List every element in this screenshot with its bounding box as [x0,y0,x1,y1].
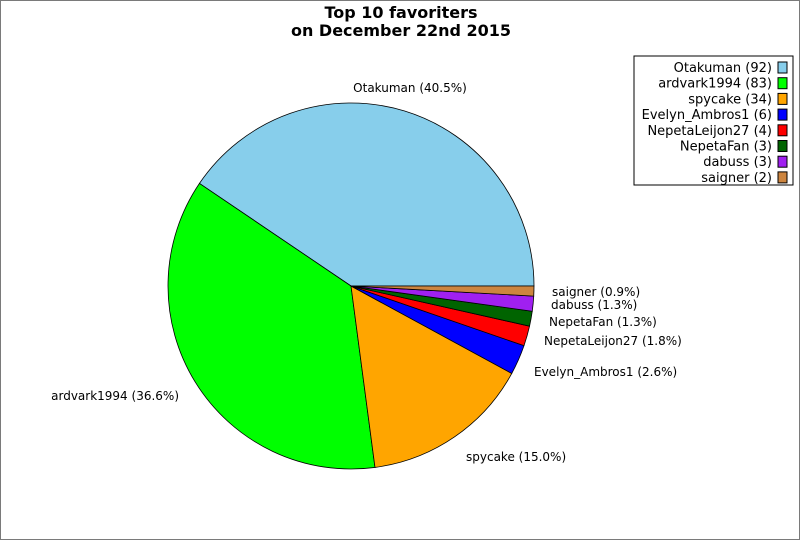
legend-swatch-nepetaleijon27 [777,124,788,137]
legend-swatch-spycake [777,92,788,105]
legend: Otakuman (92)ardvark1994 (83)spycake (34… [633,55,794,186]
slice-label-saigner: saigner (0.9%) [552,285,640,299]
slice-label-spycake: spycake (15.0%) [466,450,566,464]
chart-title-line-1: Top 10 favoriters [324,3,477,22]
legend-label-nepetaleijon27: NepetaLeijon27 (4) [647,124,772,139]
legend-swatch-saigner [777,171,788,184]
slice-label-evelyn-ambros1: Evelyn_Ambros1 (2.6%) [534,365,677,379]
legend-label-ardvark1994: ardvark1994 (83) [658,77,772,92]
slice-label-dabuss: dabuss (1.3%) [551,298,637,312]
legend-label-dabuss: dabuss (3) [703,155,772,170]
slice-label-nepetaleijon27: NepetaLeijon27 (1.8%) [544,334,682,348]
pie-slice-saigner [350,285,535,297]
pie-labels: Otakuman (40.5%) ardvark1994 (36.6%) spyca… [51,81,682,464]
chart-title-line-2: on December 22nd 2015 [291,21,511,40]
legend-label-nepetafan: NepetaFan (3) [680,140,772,155]
legend-swatch-ardvark1994 [777,77,788,90]
legend-label-spycake: spycake (34) [688,92,772,107]
legend-swatch-dabuss [777,155,788,168]
legend-swatch-evelyn-ambros1 [777,108,788,121]
pie-slice-spycake [350,285,513,468]
pie-slices [167,102,535,470]
legend-label-evelyn-ambros1: Evelyn_Ambros1 (6) [642,108,772,123]
slice-label-nepetafan: NepetaFan (1.3%) [549,315,657,329]
slice-label-otakuman: Otakuman (40.5%) [353,81,467,95]
pie-slice-ardvark1994 [167,182,376,470]
pie-slice-otakuman [198,102,535,287]
legend-label-saigner: saigner (2) [701,171,772,186]
legend-label-otakuman: Otakuman (92) [674,61,772,76]
legend-box [633,55,794,186]
slice-label-ardvark1994: ardvark1994 (36.6%) [51,389,179,403]
legend-swatch-nepetafan [777,140,788,152]
legend-swatch-otakuman [777,61,788,74]
